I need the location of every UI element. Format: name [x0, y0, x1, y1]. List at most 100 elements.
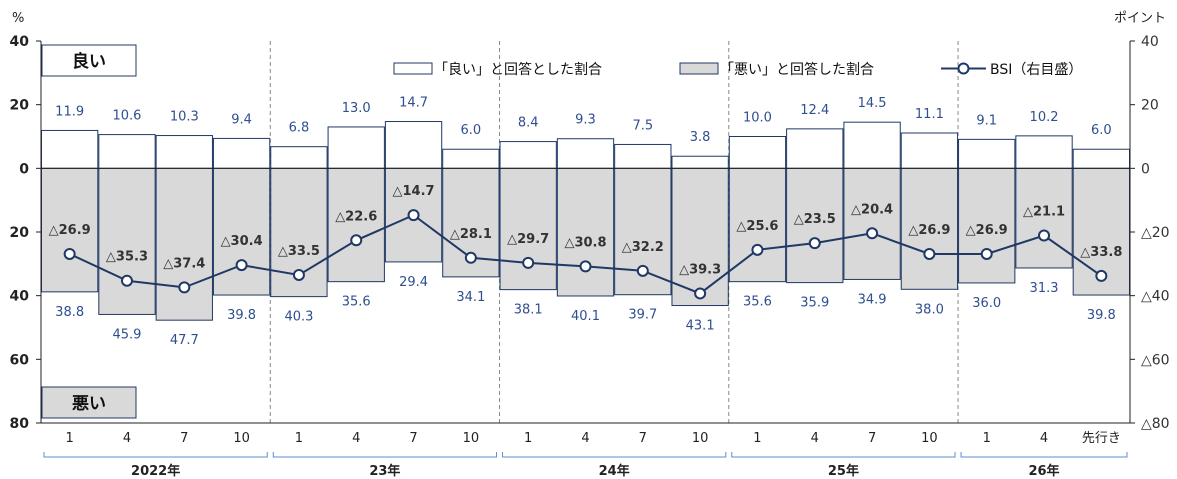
x-tick-label: 4	[581, 431, 589, 446]
good-value-label: 9.3	[575, 113, 596, 128]
good-bar	[384, 121, 443, 169]
good-value-label: 6.0	[461, 123, 482, 138]
good-box	[41, 44, 137, 77]
chart-data-labels: 11.9 38.8 △26.9 10.6 45.9 △35.3 10.3 47.7 △37.4 9…	[49, 96, 1123, 349]
legend-bsi-label: BSI（右目盛）	[990, 62, 1082, 78]
bad-value-label: 43.1	[686, 319, 715, 334]
bad-bar	[1015, 167, 1073, 269]
year-label: 2022年	[131, 463, 180, 479]
bsi-point	[751, 243, 764, 256]
bsi-value-label: △26.9	[966, 223, 1008, 238]
bsi-value-label: △25.6	[736, 219, 778, 234]
bad-bar	[41, 167, 99, 293]
x-tick-label: 10	[921, 431, 938, 446]
bsi-point	[1095, 269, 1108, 282]
bsi-point	[579, 260, 592, 273]
legend-good-swatch	[393, 62, 433, 75]
bad-box	[41, 386, 137, 419]
good-value-label: 9.4	[231, 112, 252, 127]
x-tick-label: 7	[868, 431, 876, 446]
good-bar	[556, 138, 615, 169]
bad-bar	[212, 167, 271, 296]
x-tick-label: 1	[983, 431, 991, 446]
good-value-label: 11.9	[55, 104, 84, 119]
bsi-value-label: △30.4	[221, 234, 263, 249]
bsi-value-label: △33.8	[1080, 245, 1122, 260]
good-bar	[728, 136, 787, 169]
x-tick-label: 10	[463, 431, 480, 446]
right-axis-tick-label: △20	[1141, 225, 1170, 241]
bsi-value-label: △35.3	[106, 250, 148, 265]
good-value-label: 13.0	[342, 101, 371, 116]
good-value-label: 8.4	[518, 116, 539, 131]
year-bracket	[502, 452, 727, 458]
x-tick-label: 1	[753, 431, 761, 446]
legend-good-label: 「良い」と回答とした割合	[434, 61, 602, 78]
left-axis-tick-label: 20	[10, 98, 30, 114]
bad-value-label: 38.8	[55, 305, 84, 320]
bsi-point	[980, 247, 993, 260]
good-bar	[327, 126, 385, 169]
bsi-value-label: △29.7	[507, 232, 549, 247]
bad-value-label: 40.3	[284, 310, 313, 325]
bsi-value-label: △20.4	[851, 202, 893, 217]
bad-value-label: 39.8	[1087, 308, 1116, 323]
x-tick-label: 4	[352, 431, 360, 446]
good-bar	[671, 155, 729, 169]
good-value-label: 9.1	[976, 113, 997, 128]
good-value-label: 14.5	[858, 96, 887, 111]
bsi-point	[235, 259, 248, 272]
bsi-point	[923, 247, 936, 260]
bsi-point	[1038, 229, 1051, 242]
bad-value-label: 34.9	[858, 292, 887, 307]
bad-value-label: 39.7	[628, 308, 657, 323]
x-tick-label: 10	[233, 431, 250, 446]
bad-value-label: 40.1	[571, 309, 600, 324]
bad-value-label: 34.1	[456, 290, 485, 305]
good-value-label: 10.2	[1030, 110, 1059, 125]
left-axis-tick-label: 20	[10, 225, 30, 241]
year-label: 24年	[599, 463, 630, 479]
bad-value-label: 39.8	[227, 308, 256, 323]
bad-value-label: 35.6	[743, 295, 772, 310]
bad-value-label: 45.9	[112, 327, 141, 342]
bsi-value-label: △26.9	[49, 223, 91, 238]
good-bar	[900, 132, 959, 169]
year-label: 26年	[1028, 463, 1059, 479]
x-tick-label: 1	[524, 431, 532, 446]
good-bar	[442, 148, 500, 169]
x-axis: 1 4 7 10 1 4 7 10 1 4 7 10 1 4 7 10 1 4 先行き 2022年 23年 24年 25年 2…	[43, 431, 1128, 479]
bsi-value-label: △28.1	[450, 227, 492, 242]
bsi-point	[350, 234, 363, 247]
bsi-point	[407, 209, 420, 222]
year-bracket	[731, 452, 956, 458]
bsi-point	[636, 264, 649, 277]
bsi-value-label: △14.7	[393, 184, 435, 199]
good-bar	[614, 143, 672, 169]
bad-bar	[327, 167, 385, 283]
chart-bars	[41, 121, 1130, 321]
good-bar	[41, 129, 99, 169]
bad-value-label: 35.6	[342, 295, 371, 310]
bad-bar	[900, 167, 959, 290]
bad-bar	[499, 167, 557, 291]
good-value-label: 10.3	[170, 110, 199, 125]
bsi-point	[808, 237, 821, 250]
good-bar	[1072, 148, 1130, 169]
bsi-value-label: △21.1	[1023, 205, 1065, 220]
bad-bar	[843, 167, 901, 280]
x-tick-label: 7	[409, 431, 417, 446]
right-axis-tick-label: 0	[1141, 161, 1150, 177]
bad-bar	[155, 167, 213, 321]
bsi-value-label: △22.6	[335, 209, 377, 224]
bsi-value-label: △33.5	[278, 244, 320, 259]
good-value-label: 11.1	[915, 107, 944, 122]
year-bracket	[272, 452, 498, 458]
good-value-label: 12.4	[800, 103, 829, 118]
good-value-label: 6.8	[289, 121, 310, 136]
x-tick-label: 1	[295, 431, 303, 446]
bsi-point	[464, 251, 477, 264]
good-bar	[843, 121, 901, 169]
bsi-value-label: △37.4	[163, 256, 205, 271]
